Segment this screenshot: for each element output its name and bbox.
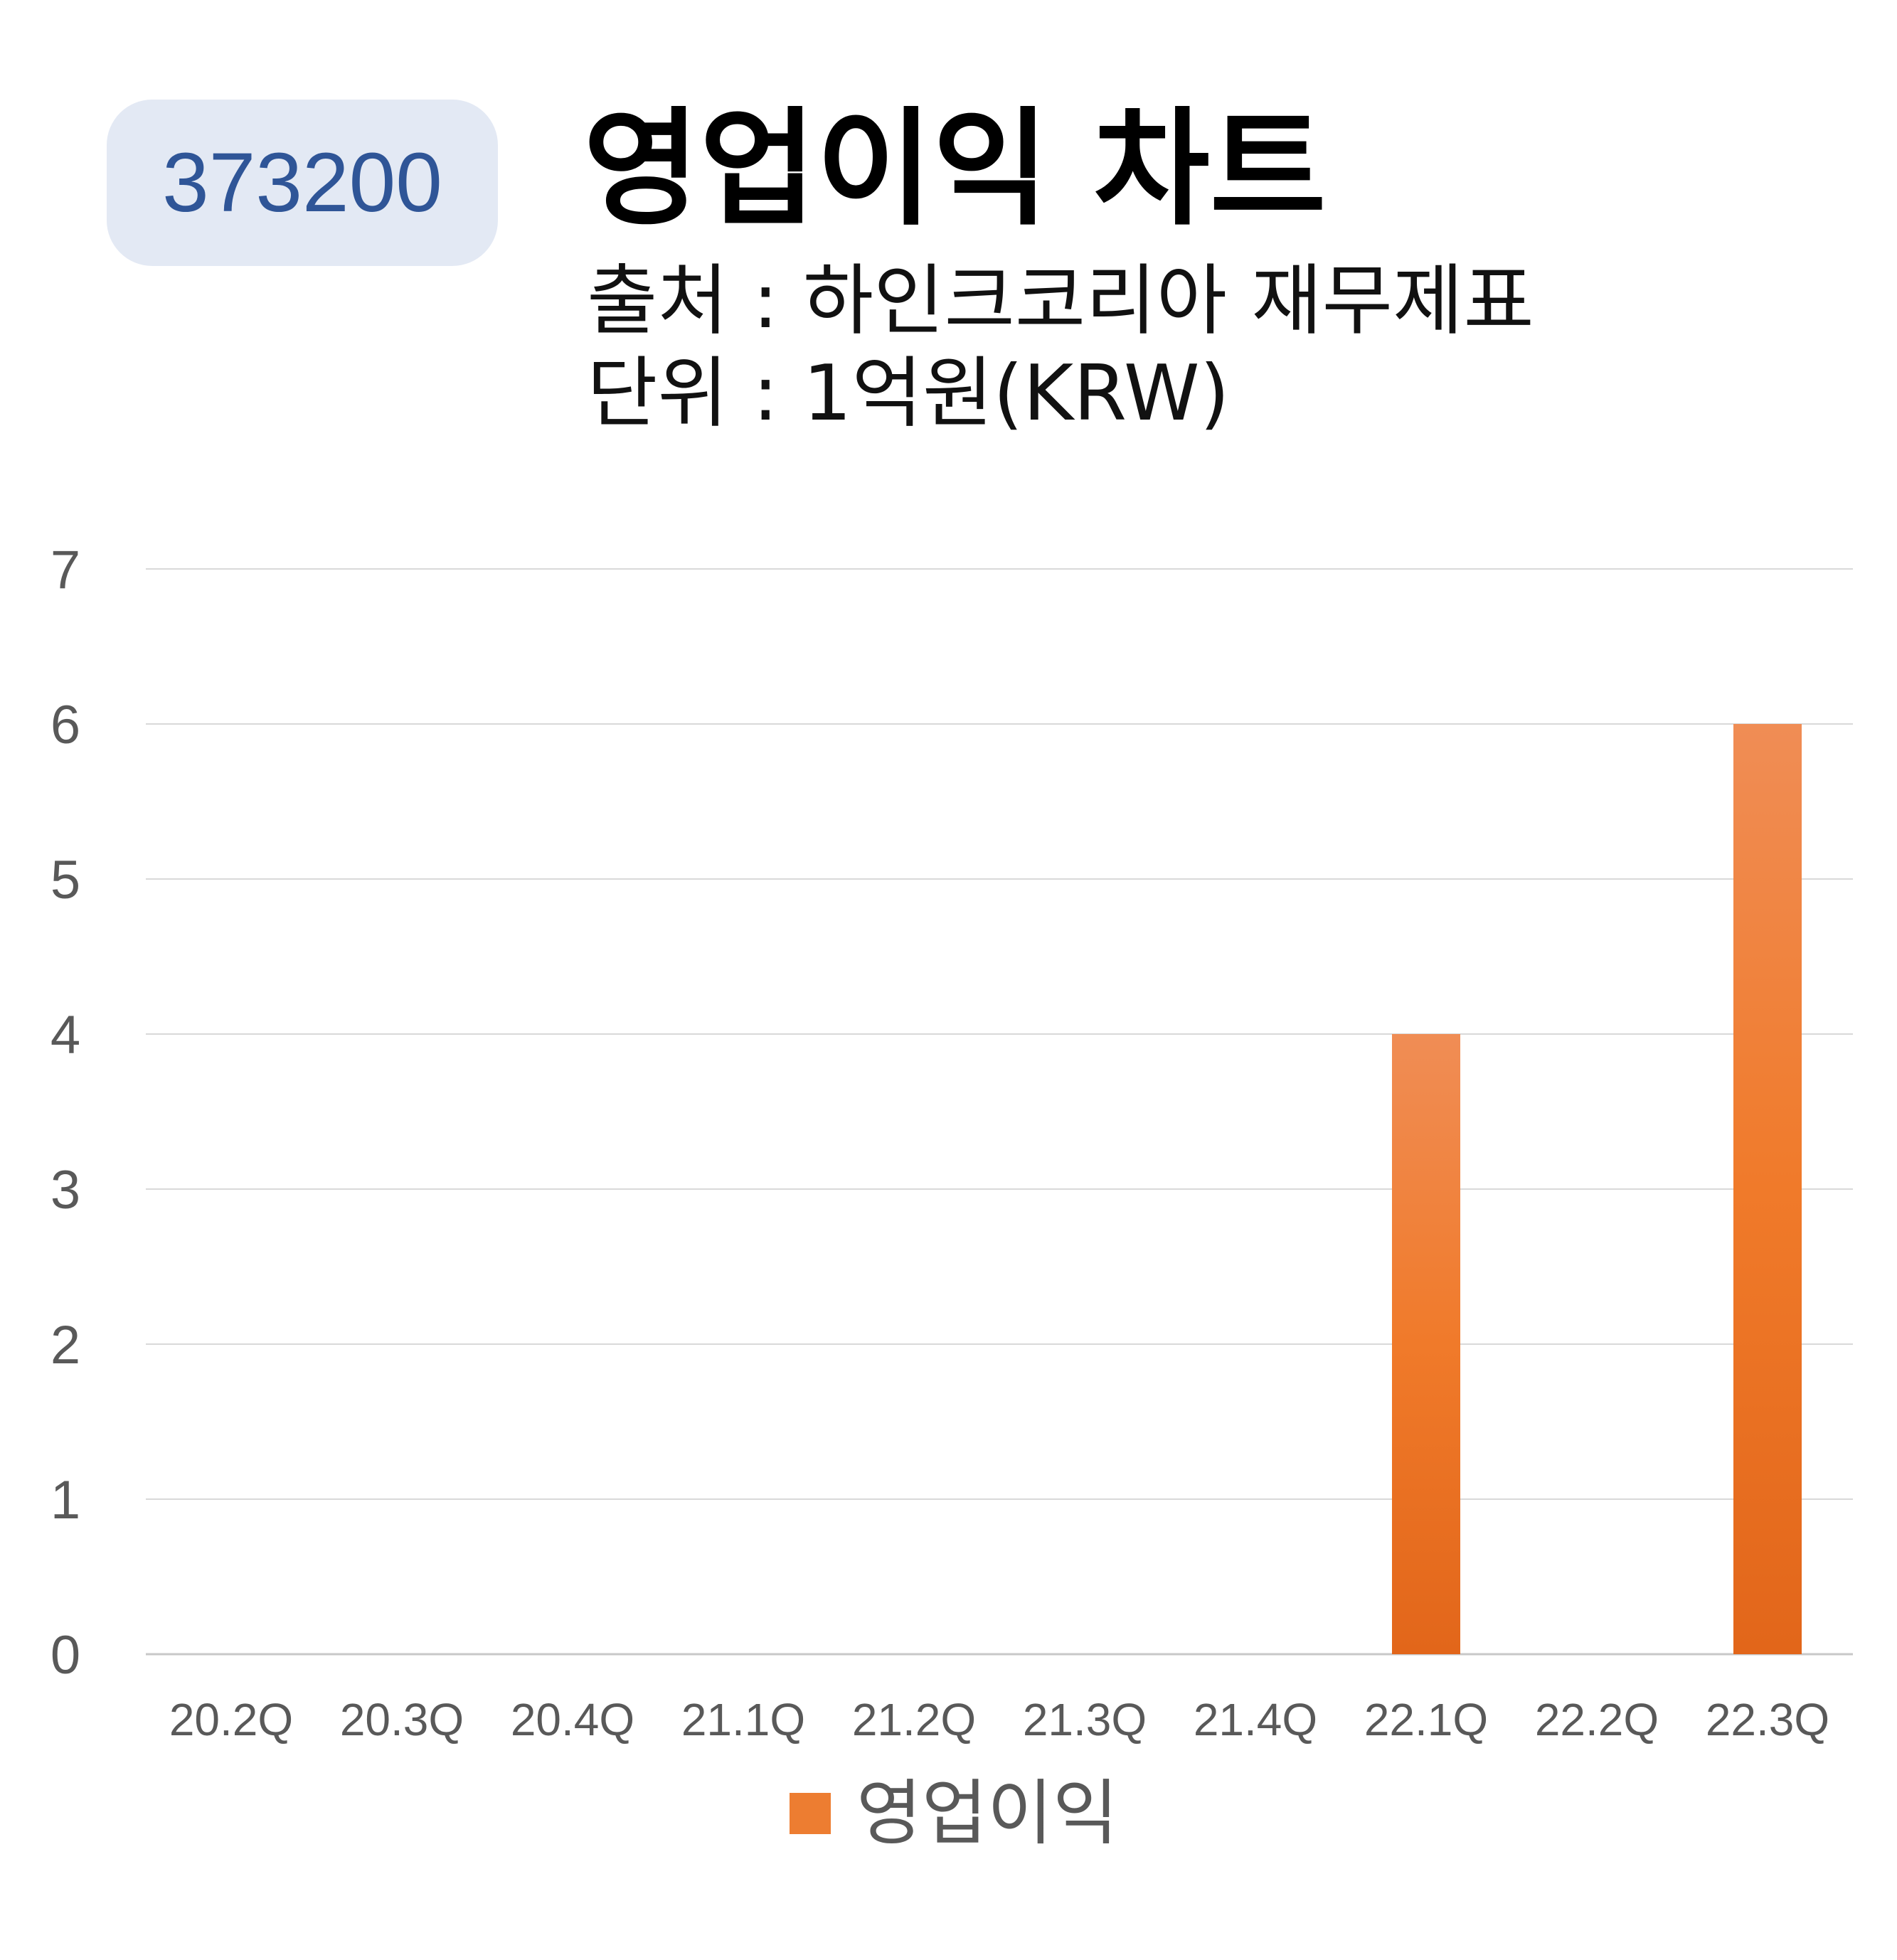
legend: 영업이익 xyxy=(790,1778,1118,1849)
x-tick-label: 20.4Q xyxy=(511,1694,634,1745)
y-tick-label: 2 xyxy=(51,1315,80,1375)
y-tick-label: 7 xyxy=(51,540,80,600)
legend-label: 영업이익 xyxy=(856,1772,1118,1855)
x-tick-label: 21.2Q xyxy=(852,1694,976,1745)
x-tick-label: 20.2Q xyxy=(169,1694,293,1745)
x-tick-label: 21.4Q xyxy=(1194,1694,1317,1745)
x-tick-label: 22.3Q xyxy=(1706,1694,1829,1745)
stock-code: 373200 xyxy=(162,136,442,230)
gridlines xyxy=(146,568,1853,1656)
y-tick-label: 0 xyxy=(51,1625,80,1685)
y-tick-label: 3 xyxy=(51,1160,80,1220)
y-tick-label: 6 xyxy=(51,695,80,755)
x-tick-label: 21.3Q xyxy=(1023,1694,1147,1745)
source-note: 출처 : 하인크코리아 재무제표 xyxy=(587,257,1534,346)
unit-note: 단위 : 1억원(KRW) xyxy=(587,349,1230,438)
bars xyxy=(1392,724,1802,1654)
x-tick-label: 22.1Q xyxy=(1364,1694,1488,1745)
bar-22.1Q xyxy=(1392,1034,1460,1654)
bar-22.3Q xyxy=(1733,724,1802,1654)
x-tick-label: 22.2Q xyxy=(1535,1694,1659,1745)
y-tick-label: 5 xyxy=(51,850,80,910)
stock-code-badge: 373200 xyxy=(107,100,498,266)
y-tick-label: 1 xyxy=(51,1470,80,1530)
y-axis-ticks: 0 1 2 3 4 5 6 7 xyxy=(51,540,80,1685)
x-axis-ticks: 20.2Q 20.3Q 20.4Q 21.1Q 21.2Q 21.3Q 21.4Q 22.1Q… xyxy=(169,1694,1829,1745)
x-tick-label: 20.3Q xyxy=(340,1694,464,1745)
legend-swatch xyxy=(790,1793,831,1834)
x-tick-label: 21.1Q xyxy=(681,1694,805,1745)
y-tick-label: 4 xyxy=(51,1005,80,1065)
chart-title: 영업이익 차트 xyxy=(583,95,1327,243)
